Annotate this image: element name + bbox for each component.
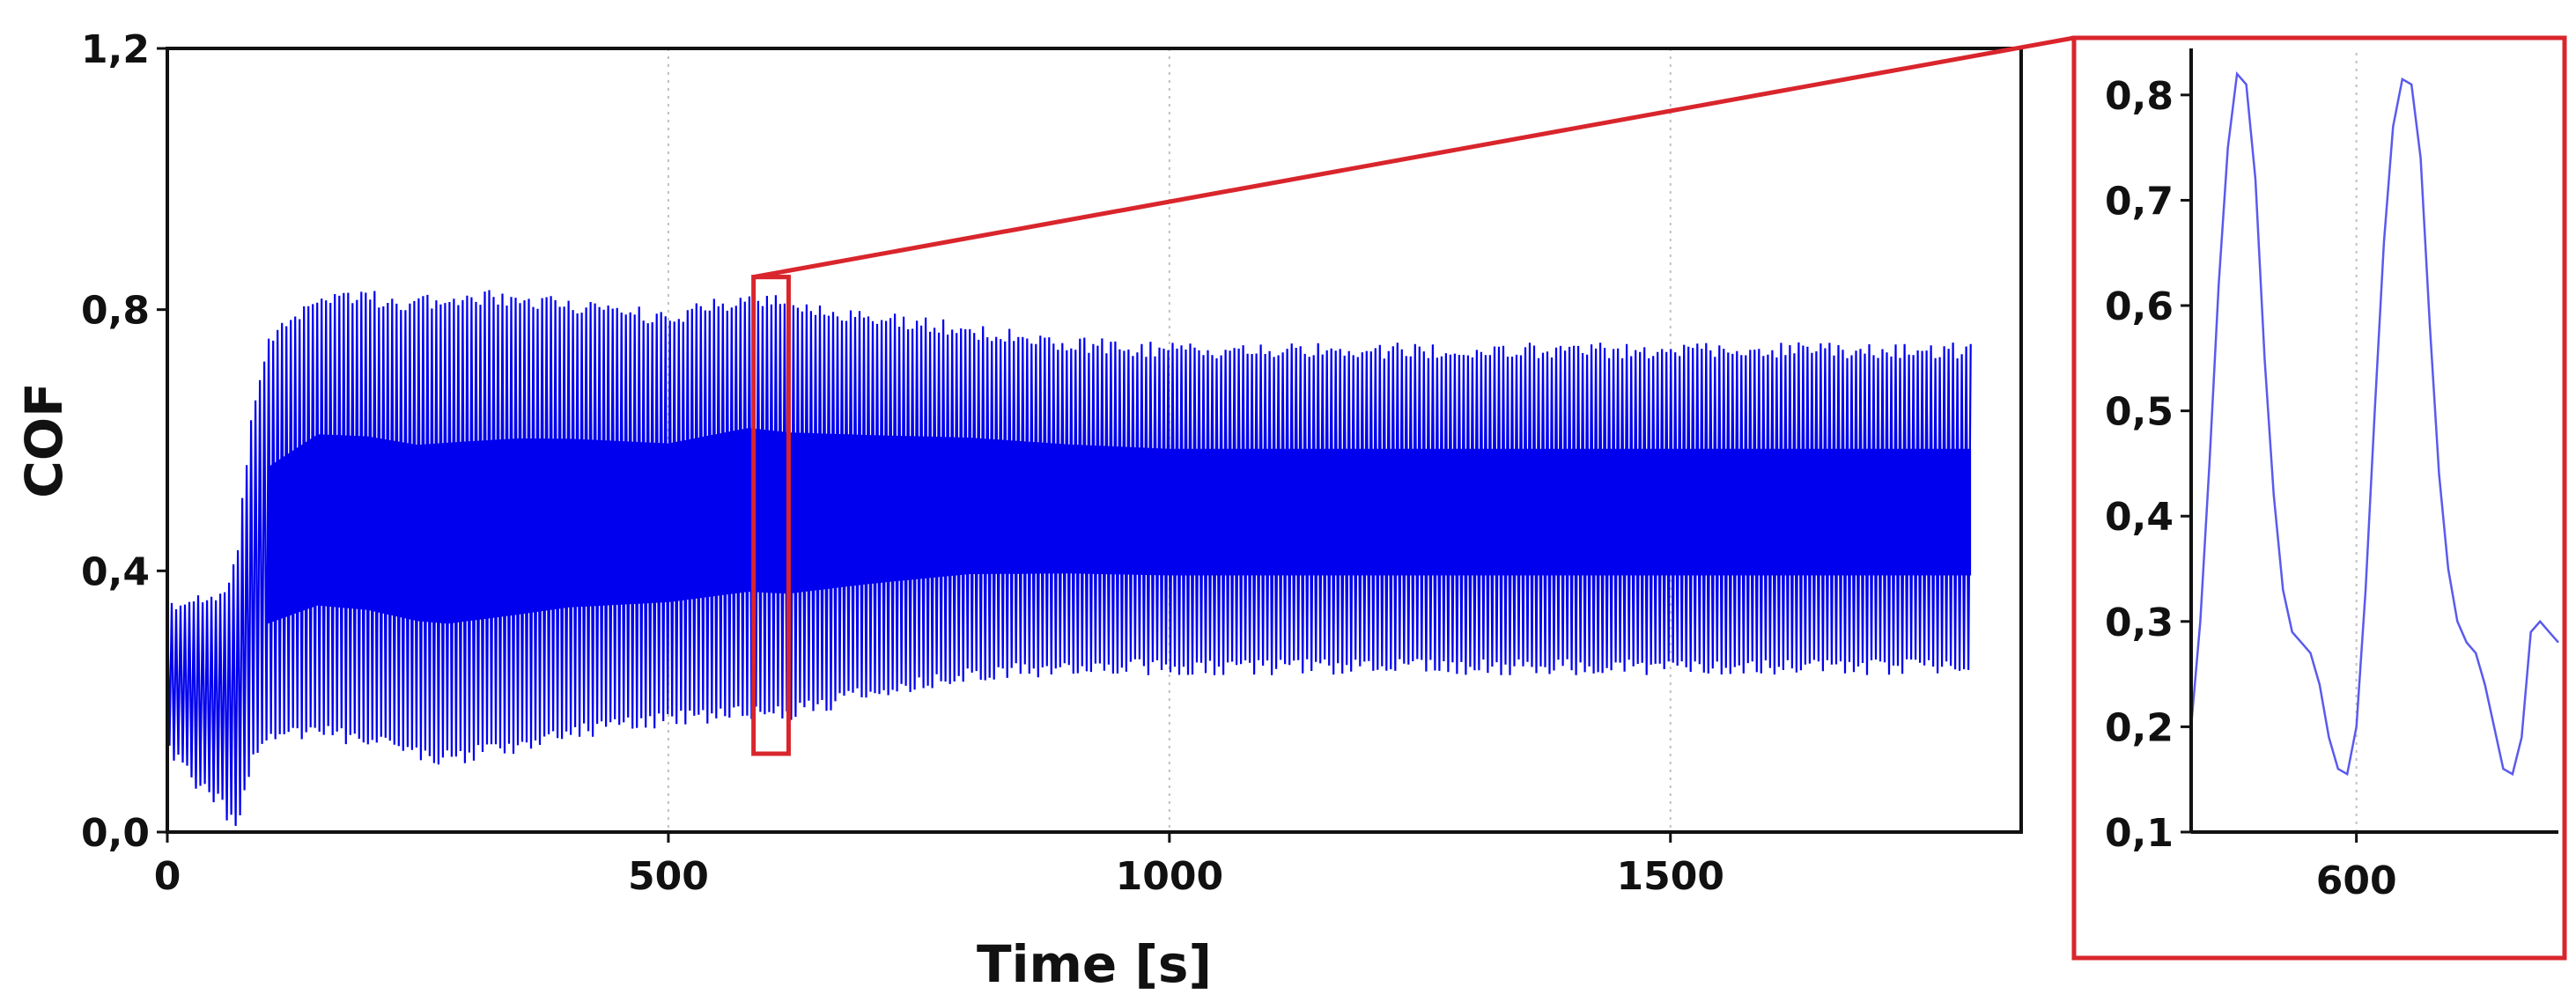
main-x-tick-label: 0 (154, 854, 181, 899)
main-series-core-band (267, 428, 1972, 624)
inset-chart: 600 0,1 0,2 0,3 0,4 0,5 0,6 0,7 0,8 (2071, 35, 2567, 961)
main-x-axis: 0 500 1000 1500 (154, 832, 1724, 899)
main-signal (166, 290, 1972, 827)
main-x-tick-label: 500 (628, 854, 709, 899)
inset-y-tick-label: 0,5 (2105, 390, 2174, 435)
main-y-axis: 0,0 0,4 0,8 1,2 (81, 27, 167, 856)
inset-y-tick-label: 0,8 (2105, 74, 2174, 119)
inset-x-tick-label: 600 (2316, 858, 2397, 903)
inset-y-tick-label: 0,3 (2105, 600, 2174, 645)
zoom-connector-line (753, 35, 2075, 280)
main-y-tick-label: 0,4 (81, 549, 150, 594)
inset-y-axis: 0,1 0,2 0,3 0,4 0,5 0,6 0,7 0,8 (2105, 74, 2191, 856)
inset-series-line (2189, 70, 2559, 777)
main-x-tick-label: 1500 (1617, 854, 1724, 899)
main-y-tick-label: 0,0 (81, 811, 150, 856)
y-axis-title: COF (14, 382, 74, 498)
inset-axes-lines (2189, 48, 2558, 834)
x-axis-title: Time [s] (977, 934, 1212, 994)
inset-y-tick-label: 0,1 (2105, 811, 2174, 856)
inset-y-tick-label: 0,6 (2105, 284, 2174, 329)
inset-border (2071, 35, 2567, 961)
inset-y-tick-label: 0,7 (2105, 179, 2174, 224)
main-plot-frame (166, 47, 2023, 834)
zoom-highlight (751, 35, 2075, 756)
inset-y-tick-label: 0,4 (2105, 495, 2174, 540)
inset-x-axis: 600 (2316, 832, 2397, 903)
main-chart: 0 500 1000 1500 0,0 0,4 0,8 1,2 Time [s] COF (14, 27, 2023, 994)
main-x-tick-label: 1000 (1116, 854, 1223, 899)
main-y-tick-label: 0,8 (81, 289, 150, 334)
main-y-tick-label: 1,2 (81, 27, 150, 72)
inset-y-tick-label: 0,2 (2105, 705, 2174, 750)
